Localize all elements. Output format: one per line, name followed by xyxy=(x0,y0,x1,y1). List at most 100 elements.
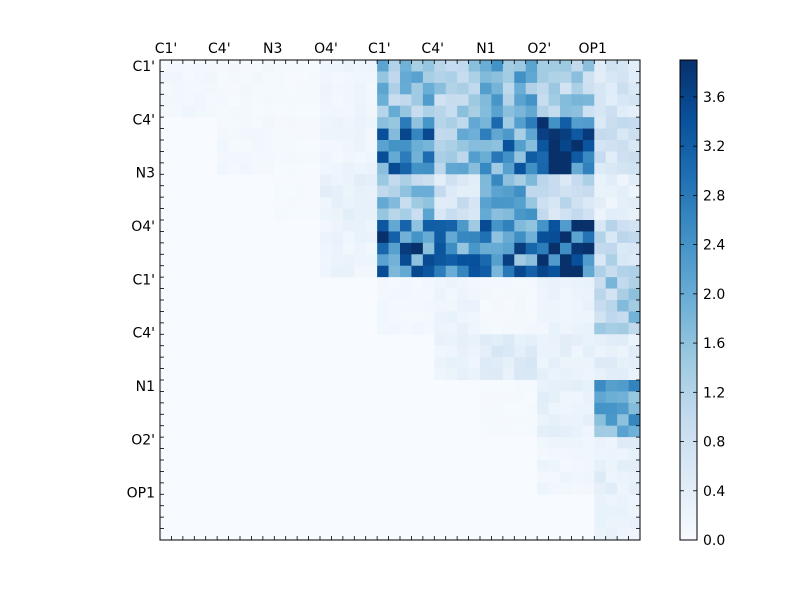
heatmap-cell xyxy=(182,82,195,95)
heatmap-cell xyxy=(388,117,401,129)
heatmap-cell xyxy=(571,311,584,324)
heatmap-cell xyxy=(617,162,629,175)
heatmap-cell xyxy=(514,105,527,118)
heatmap-cell xyxy=(217,151,229,164)
heatmap-cell xyxy=(628,357,641,369)
heatmap-cell xyxy=(582,197,595,209)
heatmap-cell xyxy=(297,71,309,84)
heatmap-cell xyxy=(377,151,389,164)
heatmap-cell xyxy=(320,105,332,118)
heatmap-cell xyxy=(548,231,561,244)
heatmap-cell xyxy=(617,151,629,164)
heatmap-cell xyxy=(548,322,561,335)
heatmap-cell xyxy=(502,391,515,404)
heatmap-cell xyxy=(548,117,561,129)
heatmap-cell xyxy=(582,357,595,369)
heatmap-cell xyxy=(480,380,492,392)
heatmap-cell xyxy=(457,311,469,324)
heatmap-cell xyxy=(400,94,412,107)
heatmap-cell xyxy=(514,231,527,244)
heatmap-cell xyxy=(445,288,458,301)
heatmap-cell xyxy=(411,185,424,198)
heatmap-cell xyxy=(468,128,481,141)
heatmap-cell xyxy=(354,220,367,232)
heatmap-cell xyxy=(388,174,401,187)
heatmap-cell xyxy=(251,151,264,164)
x-tick-label: O4' xyxy=(314,41,338,57)
heatmap-cell xyxy=(262,94,275,107)
heatmap-cell xyxy=(537,174,549,187)
heatmap-cell xyxy=(628,265,641,278)
heatmap-cell xyxy=(571,82,584,95)
heatmap-cell xyxy=(514,334,527,347)
heatmap-cell xyxy=(274,208,287,221)
heatmap-cell xyxy=(525,220,538,232)
heatmap-cell xyxy=(537,471,549,484)
heatmap-cell xyxy=(628,288,641,301)
heatmap-cell xyxy=(434,71,447,84)
heatmap-cell xyxy=(434,197,447,209)
heatmap-cell xyxy=(342,117,355,129)
heatmap-cell xyxy=(445,357,458,369)
heatmap-cell xyxy=(617,357,629,369)
heatmap-cell xyxy=(548,220,561,232)
heatmap-cell xyxy=(628,105,641,118)
heatmap-cell xyxy=(377,208,389,221)
heatmap-cell xyxy=(594,71,607,84)
heatmap-cell xyxy=(560,345,572,358)
heatmap-cell xyxy=(285,174,298,187)
heatmap-cell xyxy=(422,300,435,312)
heatmap-cell xyxy=(537,357,549,369)
heatmap-cell xyxy=(491,174,504,187)
heatmap-cell xyxy=(217,105,229,118)
heatmap-cell xyxy=(354,151,367,164)
heatmap-cell xyxy=(605,265,618,278)
heatmap-cell xyxy=(331,128,344,141)
heatmap-cell xyxy=(537,151,549,164)
heatmap-cell xyxy=(537,220,549,232)
heatmap-cell xyxy=(400,254,412,267)
heatmap-cell xyxy=(377,197,389,209)
heatmap-cell xyxy=(365,197,378,209)
heatmap-cell xyxy=(445,300,458,312)
heatmap-cell xyxy=(491,254,504,267)
heatmap-cell xyxy=(422,82,435,95)
heatmap-cell xyxy=(582,448,595,461)
heatmap-cell xyxy=(560,220,572,232)
heatmap-cell xyxy=(594,60,607,72)
heatmap-cell xyxy=(331,220,344,232)
heatmap-cell xyxy=(628,437,641,449)
y-tick-labels: C1' C4' N3 O4' C1' C4' N1 O2' OP1 xyxy=(127,59,155,502)
heatmap-cell xyxy=(525,60,538,72)
heatmap-cell xyxy=(434,334,447,347)
heatmap-cell xyxy=(228,117,241,129)
heatmap-cell xyxy=(560,482,572,495)
heatmap-cell xyxy=(537,482,549,495)
heatmap-cell xyxy=(274,185,287,198)
heatmap-cell xyxy=(365,82,378,95)
heatmap-cell xyxy=(445,277,458,289)
heatmap-cell xyxy=(445,128,458,141)
heatmap-cell xyxy=(582,140,595,152)
heatmap-cell xyxy=(331,140,344,152)
heatmap-cell xyxy=(605,437,618,449)
heatmap-cell xyxy=(594,334,607,347)
heatmap-cell xyxy=(617,460,629,472)
heatmap-cell xyxy=(251,60,264,72)
heatmap-cell xyxy=(354,162,367,175)
heatmap-cell xyxy=(468,288,481,301)
heatmap-cell xyxy=(331,242,344,255)
heatmap-cell xyxy=(468,300,481,312)
heatmap-cell xyxy=(377,242,389,255)
heatmap-cell xyxy=(411,265,424,278)
heatmap-cell xyxy=(548,185,561,198)
heatmap-cell xyxy=(205,94,218,107)
heatmap-cell xyxy=(560,425,572,438)
heatmap-cell xyxy=(251,162,264,175)
heatmap-cell xyxy=(240,71,252,84)
heatmap-cell xyxy=(582,277,595,289)
heatmap-cell xyxy=(422,185,435,198)
heatmap-cell xyxy=(514,220,527,232)
heatmap-cell xyxy=(445,94,458,107)
